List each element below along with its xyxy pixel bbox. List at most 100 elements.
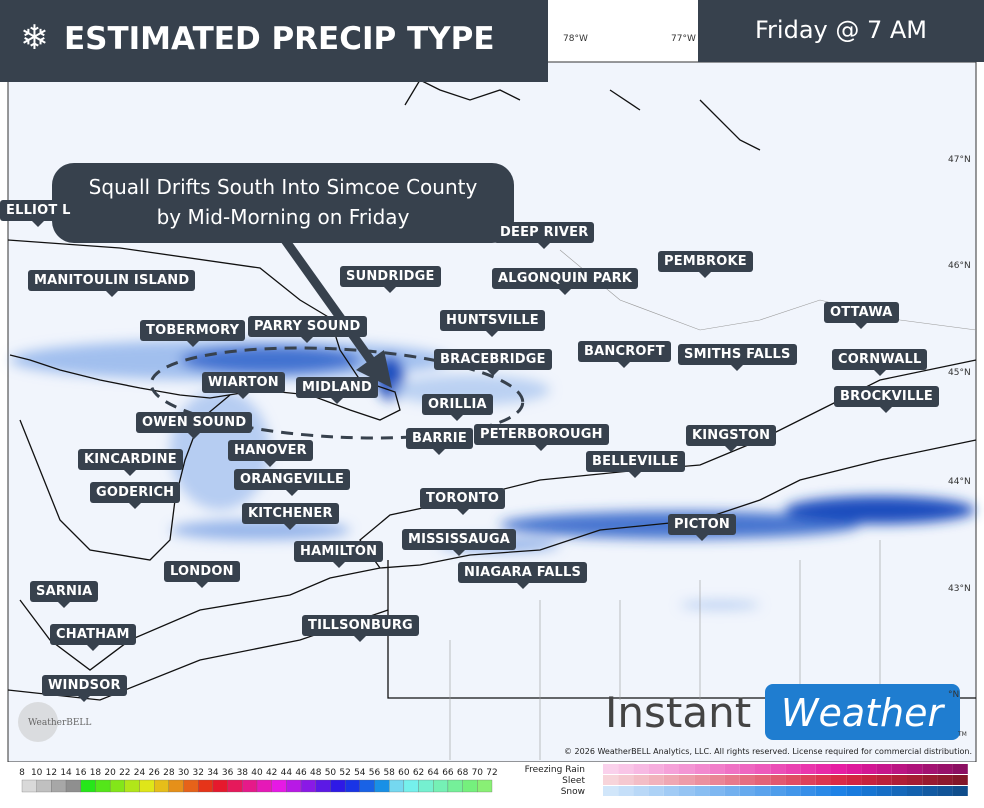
city-label: CHATHAM — [50, 624, 136, 651]
scale-swatch — [418, 779, 434, 793]
type-swatch — [755, 764, 771, 774]
city-label: HUNTSVILLE — [440, 310, 545, 337]
scale-swatch — [433, 779, 449, 793]
scale-label: 52 — [339, 768, 350, 778]
scale-label: 14 — [60, 768, 72, 778]
scale-swatch — [477, 779, 493, 793]
type-swatch — [648, 764, 664, 774]
type-swatch — [937, 775, 953, 785]
type-swatch — [724, 764, 740, 774]
scale-swatch — [51, 779, 67, 793]
type-swatch — [739, 786, 755, 796]
city-label: BROCKVILLE — [834, 386, 939, 413]
type-swatch — [724, 775, 740, 785]
type-swatch — [770, 786, 786, 796]
type-swatch — [891, 786, 907, 796]
type-swatch — [648, 786, 664, 796]
scale-swatch — [344, 779, 360, 793]
city-label: KITCHENER — [242, 503, 339, 530]
type-swatch — [800, 786, 816, 796]
type-swatch — [770, 764, 786, 774]
annotation-line: Squall Drifts South Into Simcoe County — [89, 175, 478, 199]
latitude-label: °N — [948, 690, 960, 700]
logo-instant: Instant — [605, 688, 751, 737]
scale-label: 70 — [472, 768, 484, 778]
scale-label: 48 — [310, 768, 322, 778]
scale-label: 72 — [486, 768, 497, 778]
type-swatch — [815, 764, 831, 774]
scale-swatch — [154, 779, 170, 793]
scale-swatch — [21, 779, 37, 793]
scale-label: 62 — [413, 768, 424, 778]
city-label: OTTAWA — [824, 302, 899, 329]
type-swatch — [846, 786, 862, 796]
type-swatch — [709, 775, 725, 785]
city-label: ORANGEVILLE — [234, 469, 351, 496]
type-swatch — [846, 775, 862, 785]
city-label: TOBERMORY — [140, 320, 246, 347]
scale-label: 34 — [207, 768, 219, 778]
scale-swatch — [198, 779, 214, 793]
city-label: TILLSONBURG — [302, 615, 419, 642]
type-swatch — [694, 775, 710, 785]
type-swatch — [755, 775, 771, 785]
scale-swatch — [389, 779, 405, 793]
scale-swatch — [242, 779, 258, 793]
scale-label: 64 — [428, 768, 440, 778]
type-swatch — [679, 764, 695, 774]
city-label: SARNIA — [30, 581, 99, 608]
title-box: ❄ ESTIMATED PRECIP TYPE — [0, 0, 548, 82]
city-label: WINDSOR — [42, 675, 127, 702]
borders — [449, 249, 977, 760]
scale-swatch — [271, 779, 287, 793]
type-swatch — [724, 786, 740, 796]
type-swatch — [831, 786, 847, 796]
type-swatch — [876, 764, 892, 774]
type-swatch — [952, 775, 968, 785]
scale-swatch — [227, 779, 243, 793]
scale-swatch — [168, 779, 184, 793]
city-label: BARRIE — [406, 428, 473, 455]
type-swatch — [907, 775, 923, 785]
city-label: DEEP RIVER — [494, 222, 595, 249]
type-swatch — [785, 764, 801, 774]
type-swatch — [709, 786, 725, 796]
type-swatch — [937, 786, 953, 796]
type-swatch — [831, 764, 847, 774]
city-label: MANITOULIN ISLAND — [28, 270, 196, 297]
longitude-label: 78°W — [563, 34, 588, 44]
weatherbell-logo — [18, 702, 58, 742]
scale-label: 8 — [19, 768, 25, 778]
scale-label: 46 — [295, 768, 307, 778]
scale-swatch — [359, 779, 375, 793]
scale-swatch — [183, 779, 199, 793]
type-swatch — [846, 764, 862, 774]
city-label: HAMILTON — [294, 541, 384, 568]
scale-swatch — [462, 779, 478, 793]
scale-label: 28 — [163, 768, 175, 778]
scale-swatch — [403, 779, 419, 793]
type-swatch — [891, 775, 907, 785]
scale-swatch — [300, 779, 316, 793]
type-label: Freezing Rain — [525, 765, 585, 775]
city-label: MIDLAND — [296, 377, 378, 404]
title: ESTIMATED PRECIP TYPE — [64, 21, 495, 57]
city-label: GODERICH — [90, 482, 181, 509]
time-box: Friday @ 7 AM — [698, 0, 984, 62]
scale-swatch — [109, 779, 125, 793]
type-swatch — [603, 775, 619, 785]
type-swatch — [770, 775, 786, 785]
type-swatch — [922, 775, 938, 785]
type-swatch — [739, 764, 755, 774]
type-swatch — [907, 764, 923, 774]
arrow — [281, 237, 376, 365]
type-swatch — [633, 786, 649, 796]
scale-label: 58 — [383, 768, 395, 778]
scale-label: 18 — [90, 768, 102, 778]
type-swatch — [618, 786, 634, 796]
scale-swatch — [447, 779, 463, 793]
city-label: BANCROFT — [578, 341, 671, 368]
city-label: OWEN SOUND — [136, 412, 253, 439]
type-swatch — [663, 786, 679, 796]
